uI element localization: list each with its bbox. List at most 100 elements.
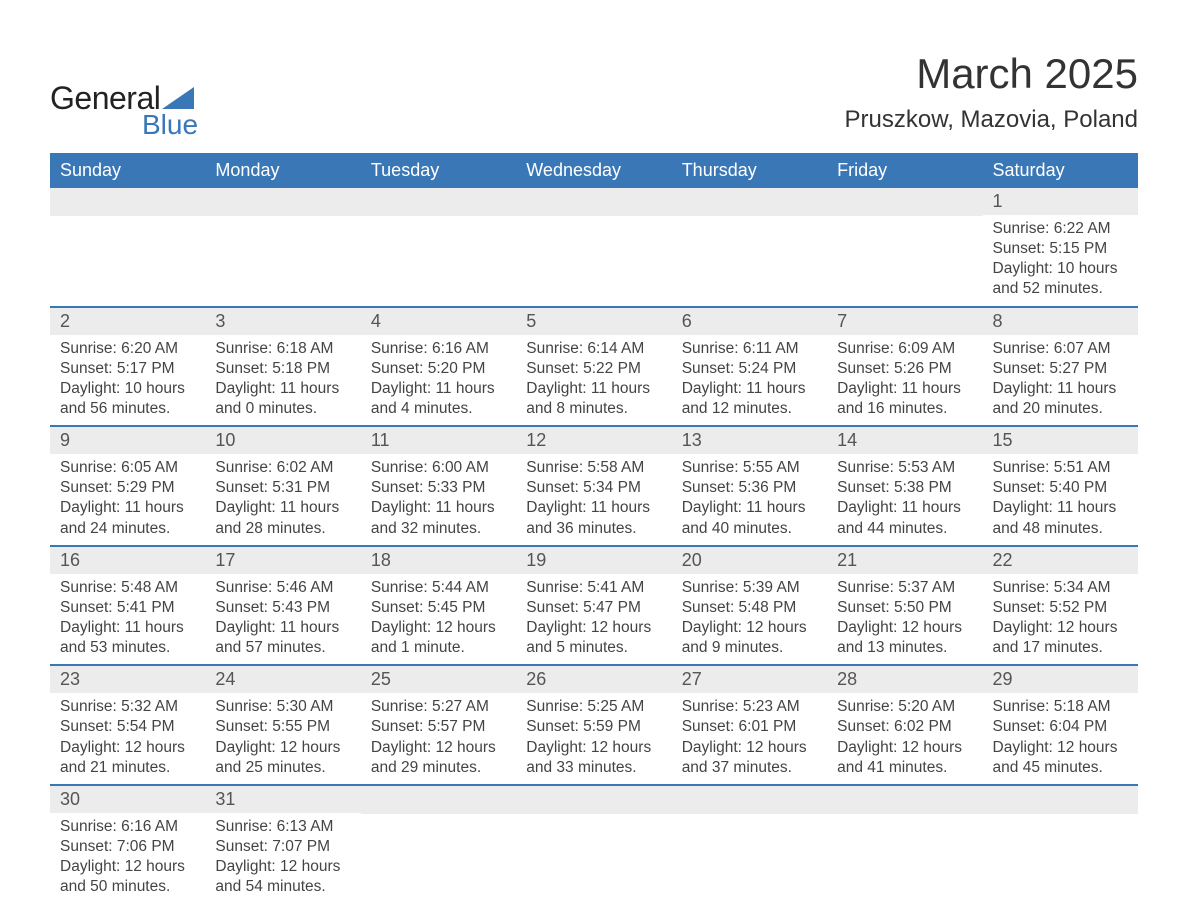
sunrise-text: Sunrise: 5:48 AM: [60, 578, 195, 598]
sunrise-text: Sunrise: 5:41 AM: [526, 578, 661, 598]
weekday-sunday: Sunday: [50, 153, 205, 188]
day-number: [827, 786, 982, 814]
day-number: 18: [361, 547, 516, 574]
sunrise-text: Sunrise: 5:27 AM: [371, 697, 506, 717]
day-number: 12: [516, 427, 671, 454]
sunset-text: Sunset: 5:22 PM: [526, 359, 661, 379]
day-cell: [983, 786, 1138, 904]
sunrise-text: Sunrise: 5:46 AM: [215, 578, 350, 598]
sunset-text: Sunset: 5:34 PM: [526, 478, 661, 498]
sunrise-text: Sunrise: 5:44 AM: [371, 578, 506, 598]
sunrise-text: Sunrise: 6:09 AM: [837, 339, 972, 359]
day-body: Sunrise: 6:18 AMSunset: 5:18 PMDaylight:…: [205, 335, 360, 426]
day-cell: 6Sunrise: 6:11 AMSunset: 5:24 PMDaylight…: [672, 308, 827, 426]
day-number: [361, 188, 516, 216]
day-cell: 31Sunrise: 6:13 AMSunset: 7:07 PMDayligh…: [205, 786, 360, 904]
day-cell: 16Sunrise: 5:48 AMSunset: 5:41 PMDayligh…: [50, 547, 205, 665]
day-cell: [516, 188, 671, 306]
day-number: 1: [983, 188, 1138, 215]
sunrise-text: Sunrise: 5:34 AM: [993, 578, 1128, 598]
sunset-text: Sunset: 5:55 PM: [215, 717, 350, 737]
daylight-text: Daylight: 11 hours and 32 minutes.: [371, 498, 506, 538]
day-number: 6: [672, 308, 827, 335]
daylight-text: Daylight: 12 hours and 5 minutes.: [526, 618, 661, 658]
day-cell: 17Sunrise: 5:46 AMSunset: 5:43 PMDayligh…: [205, 547, 360, 665]
daylight-text: Daylight: 12 hours and 25 minutes.: [215, 738, 350, 778]
day-body: Sunrise: 5:53 AMSunset: 5:38 PMDaylight:…: [827, 454, 982, 545]
sunset-text: Sunset: 5:33 PM: [371, 478, 506, 498]
day-number: [983, 786, 1138, 814]
sunrise-text: Sunrise: 5:58 AM: [526, 458, 661, 478]
day-cell: 11Sunrise: 6:00 AMSunset: 5:33 PMDayligh…: [361, 427, 516, 545]
day-cell: 21Sunrise: 5:37 AMSunset: 5:50 PMDayligh…: [827, 547, 982, 665]
daylight-text: Daylight: 12 hours and 37 minutes.: [682, 738, 817, 778]
day-cell: [672, 188, 827, 306]
title-block: March 2025 Pruszkow, Mazovia, Poland: [845, 50, 1138, 134]
day-cell: [361, 188, 516, 306]
day-cell: 15Sunrise: 5:51 AMSunset: 5:40 PMDayligh…: [983, 427, 1138, 545]
daylight-text: Daylight: 11 hours and 24 minutes.: [60, 498, 195, 538]
day-cell: 9Sunrise: 6:05 AMSunset: 5:29 PMDaylight…: [50, 427, 205, 545]
sunset-text: Sunset: 5:57 PM: [371, 717, 506, 737]
sunrise-text: Sunrise: 6:14 AM: [526, 339, 661, 359]
sunset-text: Sunset: 5:26 PM: [837, 359, 972, 379]
daylight-text: Daylight: 10 hours and 52 minutes.: [993, 259, 1128, 299]
day-cell: 19Sunrise: 5:41 AMSunset: 5:47 PMDayligh…: [516, 547, 671, 665]
day-cell: [361, 786, 516, 904]
day-cell: [50, 188, 205, 306]
day-number: [672, 188, 827, 216]
sunset-text: Sunset: 7:06 PM: [60, 837, 195, 857]
day-body: Sunrise: 6:16 AMSunset: 7:06 PMDaylight:…: [50, 813, 205, 904]
sunrise-text: Sunrise: 5:53 AM: [837, 458, 972, 478]
calendar: Sunday Monday Tuesday Wednesday Thursday…: [50, 153, 1138, 903]
day-cell: 14Sunrise: 5:53 AMSunset: 5:38 PMDayligh…: [827, 427, 982, 545]
daylight-text: Daylight: 12 hours and 50 minutes.: [60, 857, 195, 897]
day-body: Sunrise: 6:20 AMSunset: 5:17 PMDaylight:…: [50, 335, 205, 426]
day-cell: [672, 786, 827, 904]
day-number: 30: [50, 786, 205, 813]
day-number: 26: [516, 666, 671, 693]
day-cell: 10Sunrise: 6:02 AMSunset: 5:31 PMDayligh…: [205, 427, 360, 545]
day-body: Sunrise: 5:55 AMSunset: 5:36 PMDaylight:…: [672, 454, 827, 545]
day-number: 11: [361, 427, 516, 454]
day-number: 4: [361, 308, 516, 335]
day-number: 29: [983, 666, 1138, 693]
day-number: [516, 188, 671, 216]
day-number: 10: [205, 427, 360, 454]
sunset-text: Sunset: 5:17 PM: [60, 359, 195, 379]
sunrise-text: Sunrise: 6:11 AM: [682, 339, 817, 359]
daylight-text: Daylight: 12 hours and 21 minutes.: [60, 738, 195, 778]
sunset-text: Sunset: 5:29 PM: [60, 478, 195, 498]
day-body: Sunrise: 5:58 AMSunset: 5:34 PMDaylight:…: [516, 454, 671, 545]
daylight-text: Daylight: 12 hours and 54 minutes.: [215, 857, 350, 897]
week-row: 2Sunrise: 6:20 AMSunset: 5:17 PMDaylight…: [50, 308, 1138, 428]
day-body: Sunrise: 5:18 AMSunset: 6:04 PMDaylight:…: [983, 693, 1138, 784]
day-cell: 27Sunrise: 5:23 AMSunset: 6:01 PMDayligh…: [672, 666, 827, 784]
sunrise-text: Sunrise: 5:30 AM: [215, 697, 350, 717]
sunset-text: Sunset: 5:43 PM: [215, 598, 350, 618]
daylight-text: Daylight: 12 hours and 1 minute.: [371, 618, 506, 658]
weekday-saturday: Saturday: [983, 153, 1138, 188]
day-body-empty: [516, 814, 671, 844]
sunset-text: Sunset: 5:15 PM: [993, 239, 1128, 259]
day-body-empty: [983, 814, 1138, 844]
sunset-text: Sunset: 5:36 PM: [682, 478, 817, 498]
day-number: [50, 188, 205, 216]
sunset-text: Sunset: 5:45 PM: [371, 598, 506, 618]
day-body: Sunrise: 5:39 AMSunset: 5:48 PMDaylight:…: [672, 574, 827, 665]
day-body: Sunrise: 5:46 AMSunset: 5:43 PMDaylight:…: [205, 574, 360, 665]
sunrise-text: Sunrise: 6:02 AM: [215, 458, 350, 478]
day-body: Sunrise: 6:02 AMSunset: 5:31 PMDaylight:…: [205, 454, 360, 545]
week-row: 1Sunrise: 6:22 AMSunset: 5:15 PMDaylight…: [50, 188, 1138, 308]
weekday-friday: Friday: [827, 153, 982, 188]
sunset-text: Sunset: 5:38 PM: [837, 478, 972, 498]
weekday-monday: Monday: [205, 153, 360, 188]
day-body-empty: [205, 216, 360, 246]
day-body-empty: [361, 814, 516, 844]
logo: General Blue: [50, 50, 198, 141]
day-cell: 28Sunrise: 5:20 AMSunset: 6:02 PMDayligh…: [827, 666, 982, 784]
daylight-text: Daylight: 11 hours and 4 minutes.: [371, 379, 506, 419]
day-body: Sunrise: 6:09 AMSunset: 5:26 PMDaylight:…: [827, 335, 982, 426]
location-subtitle: Pruszkow, Mazovia, Poland: [845, 106, 1138, 134]
day-number: 21: [827, 547, 982, 574]
